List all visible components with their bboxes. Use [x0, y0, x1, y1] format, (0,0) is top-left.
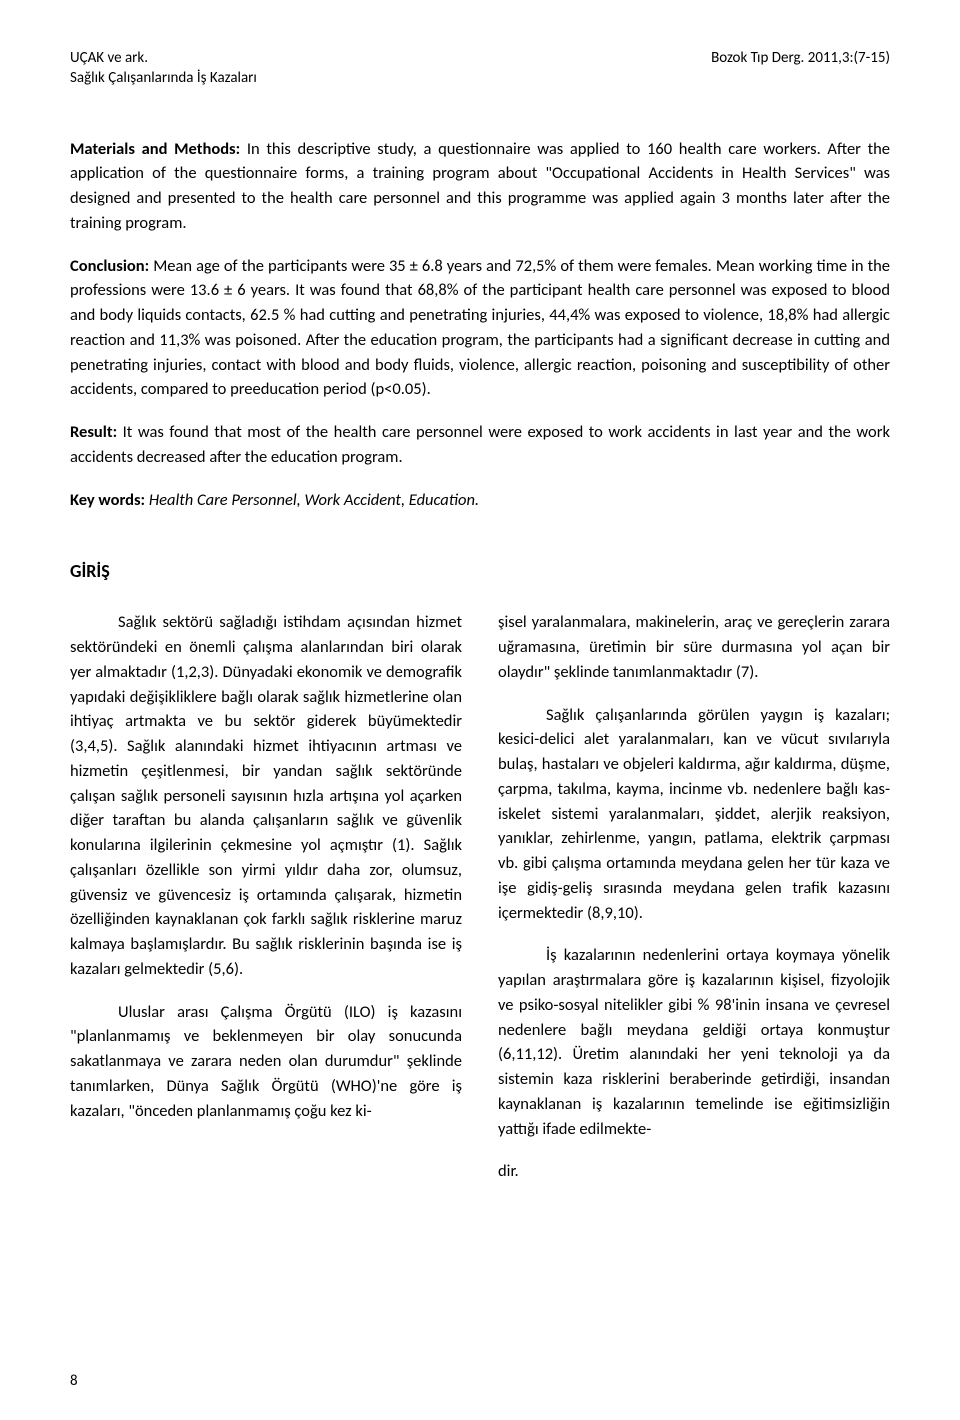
abstract-result: Result: It was found that most of the he…: [70, 420, 890, 470]
header-right: Bozok Tıp Derg. 2011,3:(7-15): [711, 48, 890, 89]
abstract-keywords: Key words: Health Care Personnel, Work A…: [70, 488, 890, 513]
header-authors: UÇAK ve ark.: [70, 48, 257, 68]
col1-para1: Sağlık sektörü sağladığı istihdam açısın…: [70, 610, 462, 981]
header-left: UÇAK ve ark. Sağlık Çalışanlarında İş Ka…: [70, 48, 257, 89]
conclusion-text: Mean age of the participants were 35 ± 6…: [70, 256, 890, 400]
body-columns: Sağlık sektörü sağladığı istihdam açısın…: [70, 610, 890, 1202]
col2-para3-end: dir.: [498, 1159, 890, 1184]
keywords-label: Key words:: [70, 490, 145, 510]
header-subtitle: Sağlık Çalışanlarında İş Kazaları: [70, 68, 257, 88]
abstract-methods: Materials and Methods: In this descripti…: [70, 137, 890, 236]
abstract-block: Materials and Methods: In this descripti…: [70, 137, 890, 513]
column-right: şisel yaralanmalara, makinelerin, araç v…: [498, 610, 890, 1202]
col2-para2: Sağlık çalışanlarında görülen yaygın iş …: [498, 703, 890, 926]
keywords-text: Health Care Personnel, Work Accident, Ed…: [145, 490, 479, 510]
abstract-conclusion: Conclusion: Mean age of the participants…: [70, 254, 890, 403]
col1-para2: Uluslar arası Çalışma Örgütü (ILO) iş ka…: [70, 1000, 462, 1124]
result-label: Result:: [70, 422, 117, 442]
methods-label: Materials and Methods:: [70, 139, 240, 159]
col2-para1: şisel yaralanmalara, makinelerin, araç v…: [498, 610, 890, 684]
section-heading: GİRİŞ: [70, 560, 890, 582]
column-left: Sağlık sektörü sağladığı istihdam açısın…: [70, 610, 462, 1202]
result-text: It was found that most of the health car…: [70, 422, 890, 467]
header-journal: Bozok Tıp Derg. 2011,3:(7-15): [711, 48, 890, 68]
page-number: 8: [70, 1372, 78, 1390]
col2-para3: İş kazalarının nedenlerini ortaya koymay…: [498, 943, 890, 1141]
running-header: UÇAK ve ark. Sağlık Çalışanlarında İş Ka…: [70, 48, 890, 89]
conclusion-label: Conclusion:: [70, 256, 149, 276]
